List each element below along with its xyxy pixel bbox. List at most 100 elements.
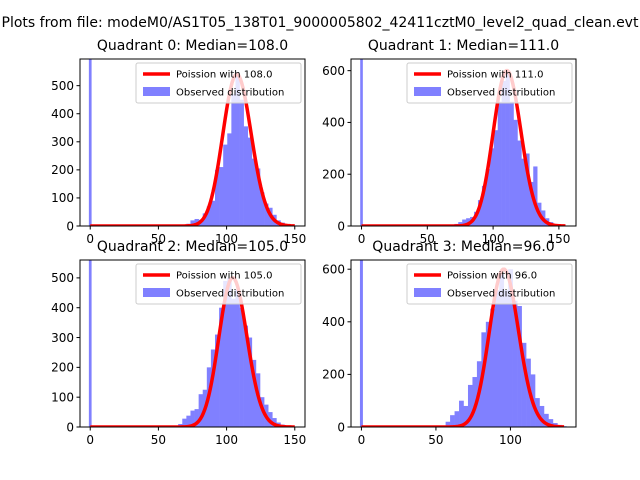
histogram-bar xyxy=(503,290,509,427)
histogram-bar xyxy=(521,342,527,427)
histogram-bar xyxy=(463,405,469,427)
histogram-bar xyxy=(223,144,228,226)
histogram-bar xyxy=(210,349,216,427)
histogram-bar xyxy=(223,280,228,427)
histogram-bar xyxy=(255,168,261,226)
histogram-bar xyxy=(202,213,208,226)
histogram-bar xyxy=(247,137,253,226)
subplot-title: Quadrant 2: Median=105.0 xyxy=(97,239,288,255)
histogram-bar xyxy=(543,413,549,427)
histogram-bar xyxy=(210,200,216,226)
legend-observed-swatch xyxy=(414,87,441,96)
histogram-bar xyxy=(231,298,236,427)
histogram-bar xyxy=(490,308,496,427)
y-tick-label: 200 xyxy=(322,168,345,182)
axes-frame xyxy=(350,58,577,227)
histogram-bar xyxy=(190,220,195,226)
y-tick-label: 200 xyxy=(51,361,74,375)
y-tick-label: 400 xyxy=(322,315,345,329)
subplot-quadrant-0: Quadrant 0: Median=108.0 0 50 100 150 0 100 200… xyxy=(51,38,306,246)
legend-observed-swatch xyxy=(143,288,170,297)
y-tick-label: 600 xyxy=(322,64,345,78)
y-tick-label: 200 xyxy=(51,163,74,177)
histogram-bar xyxy=(182,418,187,427)
histogram-bar xyxy=(251,359,257,427)
histogram-bar xyxy=(512,300,518,427)
histogram-bar xyxy=(243,126,249,226)
histogram-bar xyxy=(521,158,526,226)
y-tick-label: 400 xyxy=(51,301,74,315)
legend-box xyxy=(406,263,573,305)
poisson-curve xyxy=(89,72,296,226)
histogram-bar xyxy=(235,289,240,427)
histogram-bar xyxy=(499,274,505,427)
histogram-bar xyxy=(539,405,545,427)
y-tick-label: 300 xyxy=(51,331,74,345)
x-tick-label: 100 xyxy=(215,232,238,246)
histogram-bar xyxy=(206,206,212,226)
histogram-bar xyxy=(497,101,502,226)
histogram-bar xyxy=(508,269,513,427)
x-tick-label: 50 xyxy=(151,232,166,246)
legend-poisson-label: Poission with 111.0 xyxy=(447,70,543,81)
y-tick-label: 0 xyxy=(337,219,345,233)
histogram-bar xyxy=(198,394,204,427)
histogram-bar xyxy=(517,140,522,226)
histogram-bar xyxy=(264,203,269,226)
x-tick-label: 50 xyxy=(151,433,166,447)
legend: Poission with 105.0 Observed distribution xyxy=(135,263,302,305)
x-tick-label: 150 xyxy=(283,433,306,447)
legend-box xyxy=(406,62,573,104)
histogram-bar xyxy=(485,169,491,226)
histogram-bar xyxy=(493,130,499,226)
legend-observed-swatch xyxy=(414,288,441,297)
histogram-bar xyxy=(533,166,538,226)
legend-box xyxy=(135,62,302,104)
histogram-bar xyxy=(481,185,487,226)
subplot-quadrant-1: Quadrant 1: Median=111.0 0 50 100 150 0 200 400… xyxy=(322,38,577,246)
plot-area xyxy=(359,260,567,427)
x-tick-label: 0 xyxy=(358,232,366,246)
histogram-bar xyxy=(462,219,467,226)
x-tick-label: 150 xyxy=(283,232,306,246)
histogram-bar xyxy=(227,133,232,226)
histogram-bar-zero xyxy=(359,260,363,427)
histogram-bar xyxy=(186,415,191,427)
plot-area xyxy=(88,59,298,226)
histogram-bar xyxy=(501,81,506,226)
histogram-bar xyxy=(505,70,510,226)
histogram-bar xyxy=(445,421,451,427)
axes-frame xyxy=(79,58,306,227)
x-tick-label: 100 xyxy=(215,433,238,447)
y-tick-label: 300 xyxy=(51,135,74,149)
histogram-bar xyxy=(467,384,473,427)
x-tick-label: 100 xyxy=(482,232,505,246)
histogram-bar xyxy=(517,306,522,427)
y-tick-label: 200 xyxy=(322,368,345,382)
poisson-curve xyxy=(361,68,566,226)
x-tick-label: 150 xyxy=(547,232,570,246)
histogram-bar xyxy=(548,419,554,427)
legend-box xyxy=(135,263,302,305)
subplot-title: Quadrant 0: Median=108.0 xyxy=(97,38,288,54)
legend: Poission with 111.0 Observed distribution xyxy=(406,62,573,104)
histogram-bar xyxy=(235,74,240,226)
histogram-bar xyxy=(459,400,464,427)
subplot-quadrant-2: Quadrant 2: Median=105.0 0 50 100 150 0 100 200… xyxy=(51,239,306,447)
histogram-bar xyxy=(529,181,534,226)
histogram-bar xyxy=(477,200,483,226)
histogram-bar xyxy=(474,211,479,226)
y-tick-label: 600 xyxy=(322,263,345,277)
histogram-bar xyxy=(239,307,244,427)
y-tick-label: 500 xyxy=(51,271,74,285)
legend-poisson-label: Poission with 96.0 xyxy=(447,271,537,282)
y-tick-label: 400 xyxy=(51,107,74,121)
histogram-bar xyxy=(239,99,244,226)
legend-observed-swatch xyxy=(143,87,170,96)
histogram-bar xyxy=(251,158,257,226)
histogram-bar xyxy=(509,101,514,226)
histogram-bar xyxy=(231,94,236,226)
x-tick-label: 100 xyxy=(499,433,522,447)
subplot-grid: Quadrant 0: Median=108.0 0 50 100 150 0 100 200… xyxy=(51,38,577,447)
